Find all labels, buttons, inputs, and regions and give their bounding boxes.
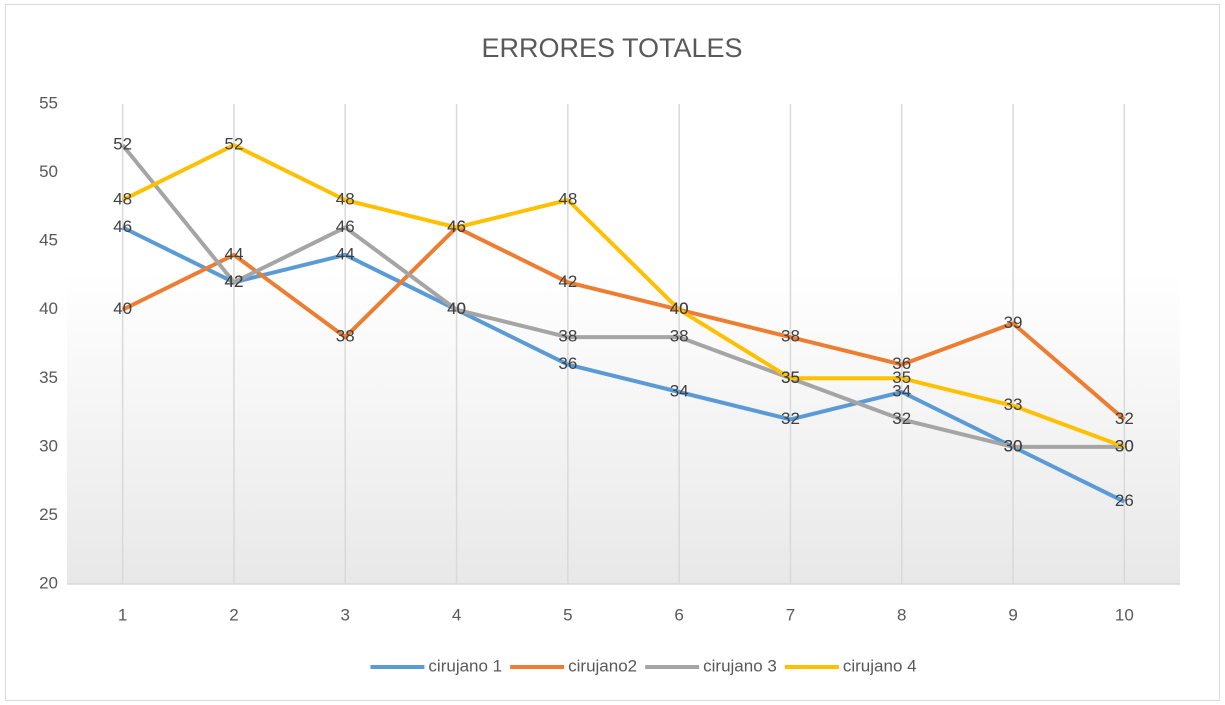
x-tick-label: 4 bbox=[452, 605, 461, 624]
data-label: 30 bbox=[1115, 436, 1134, 455]
legend-label: cirujano 3 bbox=[703, 656, 777, 675]
data-label: 48 bbox=[113, 189, 132, 208]
data-label: 39 bbox=[1004, 313, 1023, 332]
data-label: 48 bbox=[558, 189, 577, 208]
x-tick-label: 10 bbox=[1115, 605, 1134, 624]
data-label: 34 bbox=[892, 381, 911, 400]
chart-title: ERRORES TOTALES bbox=[481, 33, 742, 63]
data-label: 52 bbox=[113, 135, 132, 154]
x-tick-label: 8 bbox=[897, 605, 906, 624]
data-label: 52 bbox=[224, 135, 243, 154]
y-tick-label: 45 bbox=[39, 231, 58, 250]
y-tick-label: 40 bbox=[39, 299, 58, 318]
data-label: 40 bbox=[447, 299, 466, 318]
data-label: 32 bbox=[781, 409, 800, 428]
data-label: 36 bbox=[892, 354, 911, 373]
data-label: 46 bbox=[447, 217, 466, 236]
y-tick-label: 50 bbox=[39, 162, 58, 181]
data-label: 46 bbox=[113, 217, 132, 236]
data-label: 30 bbox=[1115, 436, 1134, 455]
data-label: 32 bbox=[892, 409, 911, 428]
data-label: 36 bbox=[558, 354, 577, 373]
x-tick-label: 5 bbox=[563, 605, 572, 624]
data-label: 30 bbox=[1004, 436, 1023, 455]
x-tick-label: 7 bbox=[786, 605, 795, 624]
data-label: 46 bbox=[336, 217, 355, 236]
data-label: 38 bbox=[670, 327, 689, 346]
data-label: 30 bbox=[1004, 436, 1023, 455]
legend-label: cirujano 4 bbox=[843, 656, 917, 675]
data-label: 38 bbox=[336, 327, 355, 346]
series-line bbox=[121, 143, 1126, 449]
data-label: 40 bbox=[113, 299, 132, 318]
data-label: 32 bbox=[1115, 409, 1134, 428]
series-line bbox=[121, 225, 1126, 504]
data-label: 38 bbox=[781, 327, 800, 346]
legend-label: cirujano 1 bbox=[428, 656, 502, 675]
legend-label: cirujano2 bbox=[568, 656, 637, 675]
data-label: 40 bbox=[670, 299, 689, 318]
data-label: 35 bbox=[892, 368, 911, 387]
data-label: 42 bbox=[224, 272, 243, 291]
y-tick-label: 30 bbox=[39, 436, 58, 455]
data-label: 48 bbox=[336, 189, 355, 208]
data-label: 42 bbox=[558, 272, 577, 291]
data-label: 38 bbox=[558, 327, 577, 346]
x-tick-label: 6 bbox=[674, 605, 683, 624]
series-line bbox=[121, 225, 1126, 421]
y-tick-label: 25 bbox=[39, 505, 58, 524]
x-tick-label: 1 bbox=[118, 605, 127, 624]
x-tick-label: 3 bbox=[341, 605, 350, 624]
data-label: 40 bbox=[447, 299, 466, 318]
data-label: 34 bbox=[670, 381, 689, 400]
plot-area bbox=[67, 104, 1180, 584]
data-label: 42 bbox=[224, 272, 243, 291]
data-label: 44 bbox=[224, 244, 243, 263]
series-line bbox=[121, 143, 1125, 449]
y-tick-label: 35 bbox=[39, 368, 58, 387]
x-tick-label: 2 bbox=[229, 605, 238, 624]
data-label: 35 bbox=[781, 368, 800, 387]
data-label: 46 bbox=[447, 217, 466, 236]
x-tick-label: 9 bbox=[1008, 605, 1017, 624]
data-label: 26 bbox=[1115, 491, 1134, 510]
data-label: 44 bbox=[336, 244, 355, 263]
data-label: 35 bbox=[781, 368, 800, 387]
data-label: 40 bbox=[670, 299, 689, 318]
y-tick-label: 55 bbox=[39, 93, 58, 112]
y-tick-label: 20 bbox=[39, 573, 58, 592]
data-label: 33 bbox=[1004, 395, 1023, 414]
